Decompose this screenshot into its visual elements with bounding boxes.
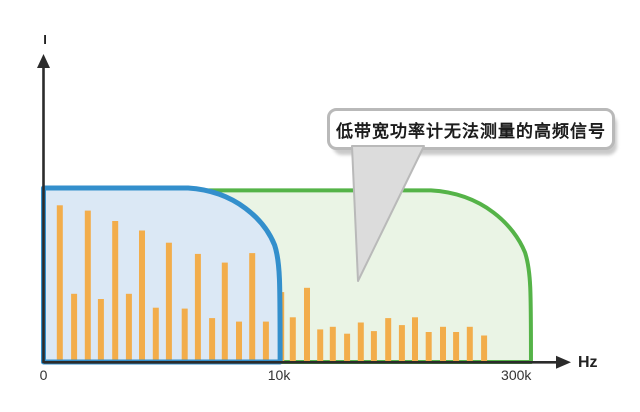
spectrum-bar xyxy=(236,321,242,362)
spectrum-bar xyxy=(97,299,104,362)
spectrum-bar xyxy=(453,332,460,362)
spectrum-bar xyxy=(249,253,256,362)
spectrum-bar xyxy=(344,333,351,362)
spectrum-bars xyxy=(56,205,488,362)
spectrum-bar xyxy=(194,253,201,362)
spectrum-bar xyxy=(370,331,377,362)
low-bandwidth-meter-range-fill xyxy=(43,188,281,362)
axes xyxy=(37,54,571,369)
spectrum-bar xyxy=(289,317,296,362)
spectrum-bar xyxy=(412,317,418,362)
spectrum-bar xyxy=(425,332,432,362)
x-tick-0: 0 xyxy=(39,367,48,383)
spectrum-bar xyxy=(466,326,473,362)
low-bandwidth-meter-range-outline xyxy=(41,185,283,365)
x-axis-label: Hz xyxy=(578,354,598,371)
x-axis-arrow-icon xyxy=(556,355,571,369)
spectrum-bar xyxy=(398,325,405,362)
low-bandwidth-region-outline xyxy=(41,185,283,365)
spectrum-bar xyxy=(209,318,216,362)
spectrum-bar xyxy=(262,321,269,362)
spectrum-bar xyxy=(385,318,392,362)
spectrum-bar xyxy=(112,221,119,362)
x-tick-10k: 10k xyxy=(267,367,291,383)
callout-tail xyxy=(351,145,425,282)
x-tick-300k: 300k xyxy=(501,367,532,383)
spectrum-bar xyxy=(317,329,324,362)
callout-text: 低带宽功率计无法测量的高频信号 xyxy=(336,121,606,141)
spectrum-bar xyxy=(304,287,310,362)
y-axis-label: I xyxy=(43,32,47,47)
spectrum-bar xyxy=(357,322,364,362)
callout-bubble xyxy=(327,108,615,150)
spectrum-bar xyxy=(481,335,488,362)
spectrum-bar xyxy=(152,307,159,362)
spectrum-bar xyxy=(71,293,78,362)
spectrum-bar xyxy=(139,230,145,362)
spectrum-bar xyxy=(165,242,172,362)
spectrum-bar xyxy=(440,326,446,362)
low-bandwidth-region-fill xyxy=(43,188,281,362)
spectrum-bar xyxy=(329,326,336,362)
spectrum-bar xyxy=(56,205,63,362)
callout xyxy=(327,108,617,282)
spectrum-bar xyxy=(125,293,132,362)
spectrum-bar xyxy=(221,262,228,362)
spectrum-bar xyxy=(84,210,91,362)
spectrum-bar xyxy=(181,308,188,362)
y-axis-arrow-icon xyxy=(37,54,50,68)
